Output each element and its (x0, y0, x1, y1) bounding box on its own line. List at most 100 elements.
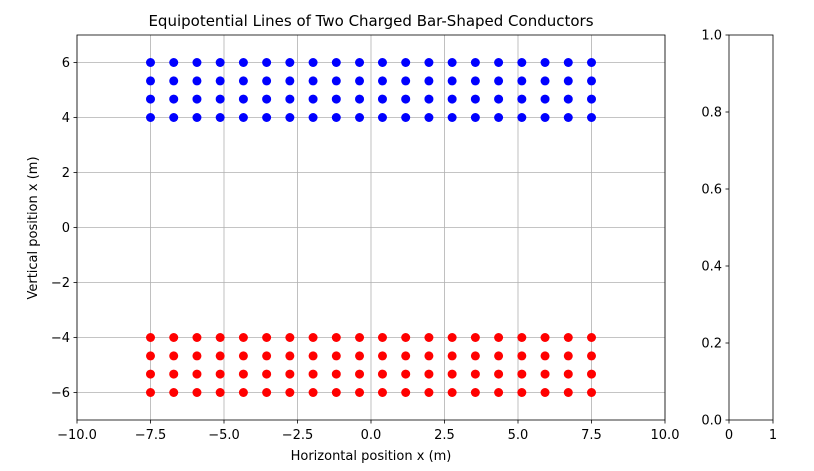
y-tick-label: 0.8 (701, 106, 722, 121)
scatter-point (401, 76, 411, 86)
scatter-point (447, 351, 457, 361)
scatter-point (331, 58, 341, 67)
scatter-point (285, 58, 295, 67)
scatter-point (146, 113, 155, 122)
scatter-point (563, 333, 573, 342)
scatter-point (308, 94, 318, 104)
scatter-point (355, 351, 365, 361)
scatter-point (563, 76, 573, 86)
scatter-point (470, 76, 480, 86)
scatter-point (192, 58, 202, 67)
scatter-point (308, 369, 318, 379)
scatter-point (169, 58, 179, 67)
scatter-point (377, 58, 387, 67)
scatter-point (262, 76, 272, 86)
scatter-point (146, 388, 155, 397)
scatter-point (285, 94, 295, 104)
scatter-point (238, 94, 248, 104)
scatter-point (517, 333, 527, 342)
scatter-point (192, 333, 202, 342)
scatter-point (470, 351, 480, 361)
scatter-point (494, 58, 504, 67)
scatter-point (146, 333, 155, 342)
y-tick-label: 0.4 (701, 260, 722, 275)
x-tick-label: 0 (725, 428, 733, 443)
scatter-point (540, 58, 550, 67)
scatter-point (285, 369, 295, 379)
scatter-point (540, 76, 550, 86)
scatter-point (424, 58, 434, 67)
scatter-point (377, 94, 387, 104)
scatter-point (169, 388, 179, 397)
chart-title: Equipotential Lines of Two Charged Bar-S… (148, 12, 593, 30)
scatter-point (192, 113, 202, 122)
scatter-point (377, 113, 387, 122)
scatter-point (238, 333, 248, 342)
scatter-point (331, 351, 341, 361)
scatter-point (192, 94, 202, 104)
scatter-point (308, 113, 318, 122)
scatter-point (146, 58, 155, 67)
scatter-point (192, 388, 202, 397)
scatter-point (587, 388, 596, 397)
scatter-point (447, 333, 457, 342)
scatter-point (146, 369, 155, 379)
scatter-point (169, 76, 179, 86)
scatter-point (517, 351, 527, 361)
scatter-point (587, 76, 596, 86)
scatter-point (146, 94, 155, 104)
scatter-point (262, 113, 272, 122)
x-tick-label: 0.0 (361, 428, 382, 443)
scatter-point (331, 369, 341, 379)
scatter-point (355, 76, 365, 86)
scatter-point (331, 333, 341, 342)
scatter-point (494, 113, 504, 122)
y-tick-label: −2 (51, 276, 70, 291)
scatter-point (215, 369, 225, 379)
scatter-point (424, 351, 434, 361)
y-tick-label: 2 (62, 166, 70, 181)
scatter-point (494, 94, 504, 104)
scatter-point (447, 113, 457, 122)
scatter-point (470, 113, 480, 122)
scatter-point (355, 369, 365, 379)
x-tick-label: 5.0 (508, 428, 529, 443)
x-tick-label: 2.5 (434, 428, 455, 443)
scatter-point (285, 388, 295, 397)
scatter-point (470, 58, 480, 67)
x-tick-label: −2.5 (282, 428, 314, 443)
scatter-point (470, 94, 480, 104)
scatter-point (285, 76, 295, 86)
x-tick-label: −7.5 (135, 428, 167, 443)
y-tick-label: 6 (62, 56, 70, 71)
scatter-point (308, 351, 318, 361)
scatter-point (285, 113, 295, 122)
scatter-point (563, 369, 573, 379)
scatter-point (424, 113, 434, 122)
scatter-point (262, 333, 272, 342)
scatter-point (401, 333, 411, 342)
scatter-point (355, 333, 365, 342)
scatter-point (215, 94, 225, 104)
scatter-point (238, 369, 248, 379)
scatter-point (517, 113, 527, 122)
scatter-point (447, 94, 457, 104)
x-tick-label: 1 (769, 428, 777, 443)
scatter-point (587, 351, 596, 361)
scatter-point (215, 76, 225, 86)
scatter-point (331, 76, 341, 86)
scatter-point (262, 351, 272, 361)
scatter-point (146, 351, 155, 361)
scatter-point (192, 76, 202, 86)
scatter-point (215, 388, 225, 397)
scatter-point (447, 388, 457, 397)
x-tick-label: 10.0 (651, 428, 680, 443)
scatter-point (470, 333, 480, 342)
scatter-point (517, 388, 527, 397)
scatter-point (494, 351, 504, 361)
scatter-point (192, 351, 202, 361)
scatter-point (355, 113, 365, 122)
scatter-point (169, 351, 179, 361)
scatter-point (169, 333, 179, 342)
